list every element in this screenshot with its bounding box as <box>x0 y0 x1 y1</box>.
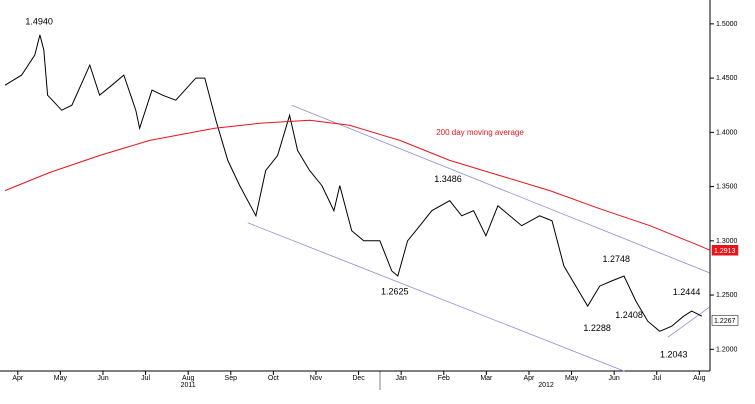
annotation: 1.3486 <box>434 174 462 184</box>
last-value-label: 1.2913 <box>714 248 736 255</box>
annotation: 1.2748 <box>603 254 631 264</box>
trendline <box>667 306 710 338</box>
annotation: 1.2288 <box>583 323 611 333</box>
y-tick-label: 1.3000 <box>716 238 738 245</box>
x-tick-label: Mar <box>480 375 493 382</box>
x-tick-label: Jul <box>652 375 661 382</box>
y-tick-label: 1.2500 <box>716 292 738 299</box>
x-tick-label: May <box>565 375 579 382</box>
annotation: 1.4940 <box>25 16 53 26</box>
trendline <box>291 104 710 274</box>
x-tick-label: Apr <box>524 375 536 382</box>
x-tick-label: Dec <box>352 375 365 382</box>
x-tick-label: Aug <box>182 375 195 382</box>
x-tick-label: Jan <box>396 375 407 382</box>
x-tick-label: Jun <box>97 375 108 382</box>
trendline <box>247 222 625 372</box>
x-tick-label: Feb <box>438 375 450 382</box>
annotation: 1.2043 <box>660 350 688 360</box>
x-tick-label: Apr <box>12 375 24 382</box>
annotation: 1.2408 <box>615 310 643 320</box>
series-label: 200 day moving average <box>436 128 524 137</box>
y-tick-label: 1.2000 <box>716 346 738 353</box>
annotation: 1.2444 <box>673 287 701 297</box>
price-line <box>4 119 711 251</box>
x-tick-label: May <box>54 375 68 382</box>
x-tick-label: Jul <box>141 375 150 382</box>
y-tick-label: 1.4500 <box>716 75 738 82</box>
x-tick-label: Jun <box>609 375 620 382</box>
year-label: 2011 <box>181 382 196 389</box>
x-tick-label: Nov <box>310 375 323 382</box>
x-tick-label: Oct <box>268 375 279 382</box>
last-value-box <box>711 245 739 256</box>
year-label: 2012 <box>538 382 554 389</box>
y-tick-label: 1.3500 <box>716 184 738 191</box>
annotation: 1.2625 <box>381 287 409 297</box>
last-value-box <box>711 315 739 326</box>
y-tick-label: 1.5000 <box>716 21 738 28</box>
x-tick-label: Aug <box>693 375 706 382</box>
x-tick-label: Sep <box>225 375 238 382</box>
last-value-label: 1.2267 <box>714 318 736 325</box>
price-line <box>4 34 703 332</box>
y-tick-label: 1.4000 <box>716 129 738 136</box>
